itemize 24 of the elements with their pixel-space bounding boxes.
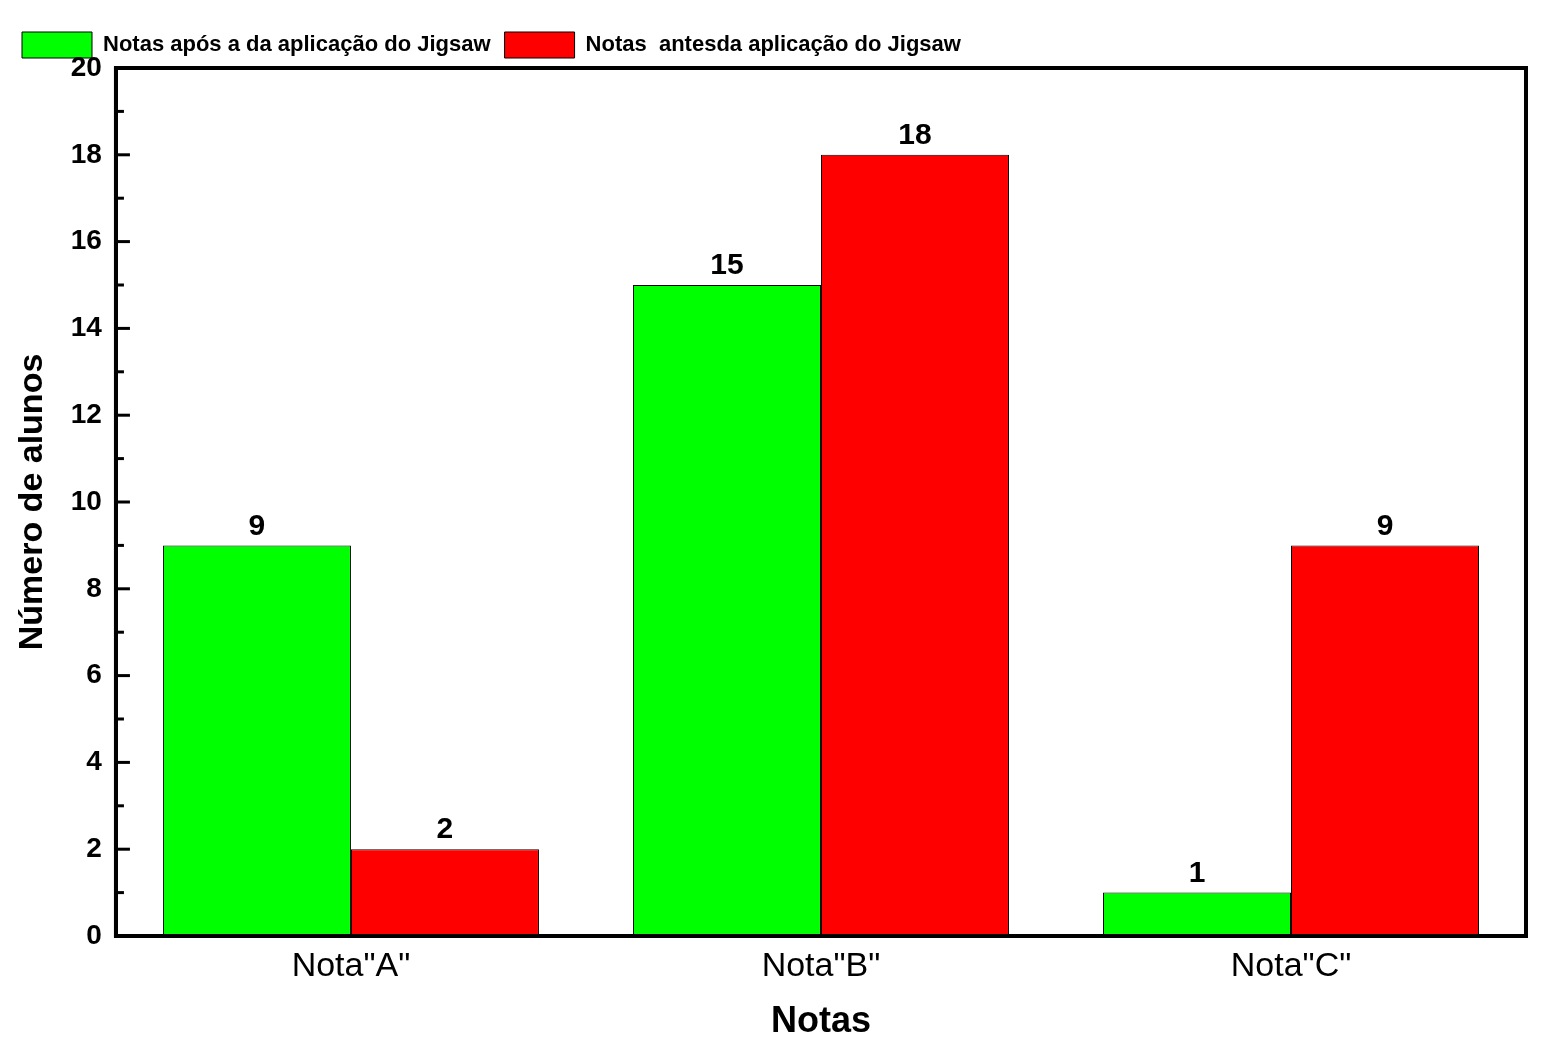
- y-tick-label: 20: [70, 50, 102, 82]
- data-label: 9: [248, 507, 266, 541]
- y-tick-label: 12: [70, 397, 102, 429]
- data-label: 9: [1376, 507, 1394, 541]
- y-tick-label: 6: [86, 658, 102, 690]
- y-tick-label: 18: [70, 137, 102, 169]
- y-tick-label: 0: [86, 918, 102, 950]
- legend-label: Notas antesda aplicação do Jigsaw: [585, 31, 962, 57]
- data-label: 18: [898, 117, 932, 151]
- data-label: 2: [436, 811, 454, 845]
- x-tick-label: Nota"C": [1230, 944, 1352, 983]
- x-tick-label: Nota"B": [761, 944, 881, 983]
- y-tick-label: 16: [70, 224, 102, 256]
- legend-label: Notas após a da aplicação do Jigsaw: [103, 31, 492, 57]
- data-label: 1: [1188, 854, 1206, 888]
- y-axis-title: Número de alunos: [10, 353, 49, 651]
- y-tick-label: 4: [86, 745, 103, 777]
- y-tick-label: 2: [86, 831, 102, 863]
- x-axis-title: Notas: [770, 999, 871, 1041]
- y-tick-label: 14: [70, 311, 103, 343]
- data-label: 15: [710, 247, 744, 281]
- y-tick-label: 8: [86, 571, 102, 603]
- x-tick-label: Nota"A": [291, 944, 411, 983]
- y-tick-label: 10: [70, 484, 102, 516]
